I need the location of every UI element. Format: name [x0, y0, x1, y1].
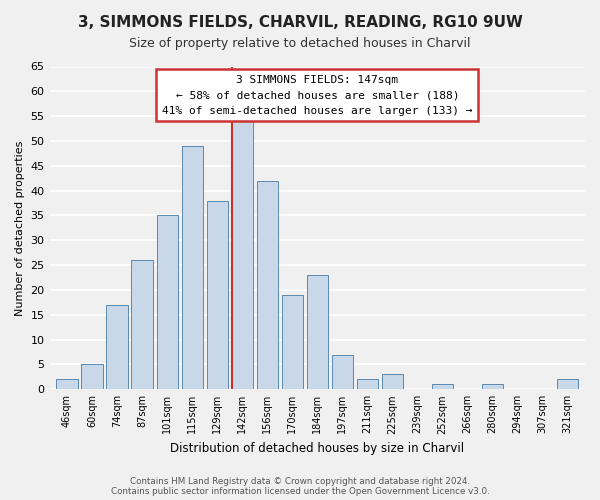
- Text: Contains public sector information licensed under the Open Government Licence v3: Contains public sector information licen…: [110, 487, 490, 496]
- Bar: [332, 354, 353, 390]
- Bar: [157, 216, 178, 390]
- Text: 3 SIMMONS FIELDS: 147sqm
← 58% of detached houses are smaller (188)
41% of semi-: 3 SIMMONS FIELDS: 147sqm ← 58% of detach…: [162, 74, 473, 116]
- Bar: [257, 180, 278, 390]
- Bar: [281, 295, 303, 390]
- Bar: [432, 384, 453, 390]
- X-axis label: Distribution of detached houses by size in Charvil: Distribution of detached houses by size …: [170, 442, 464, 455]
- Bar: [232, 121, 253, 390]
- Bar: [557, 380, 578, 390]
- Text: Contains HM Land Registry data © Crown copyright and database right 2024.: Contains HM Land Registry data © Crown c…: [130, 477, 470, 486]
- Bar: [382, 374, 403, 390]
- Bar: [56, 380, 77, 390]
- Bar: [356, 380, 378, 390]
- Bar: [131, 260, 153, 390]
- Bar: [206, 200, 228, 390]
- Text: Size of property relative to detached houses in Charvil: Size of property relative to detached ho…: [129, 38, 471, 51]
- Bar: [307, 275, 328, 390]
- Bar: [106, 305, 128, 390]
- Bar: [82, 364, 103, 390]
- Bar: [182, 146, 203, 390]
- Text: 3, SIMMONS FIELDS, CHARVIL, READING, RG10 9UW: 3, SIMMONS FIELDS, CHARVIL, READING, RG1…: [77, 15, 523, 30]
- Bar: [482, 384, 503, 390]
- Y-axis label: Number of detached properties: Number of detached properties: [15, 140, 25, 316]
